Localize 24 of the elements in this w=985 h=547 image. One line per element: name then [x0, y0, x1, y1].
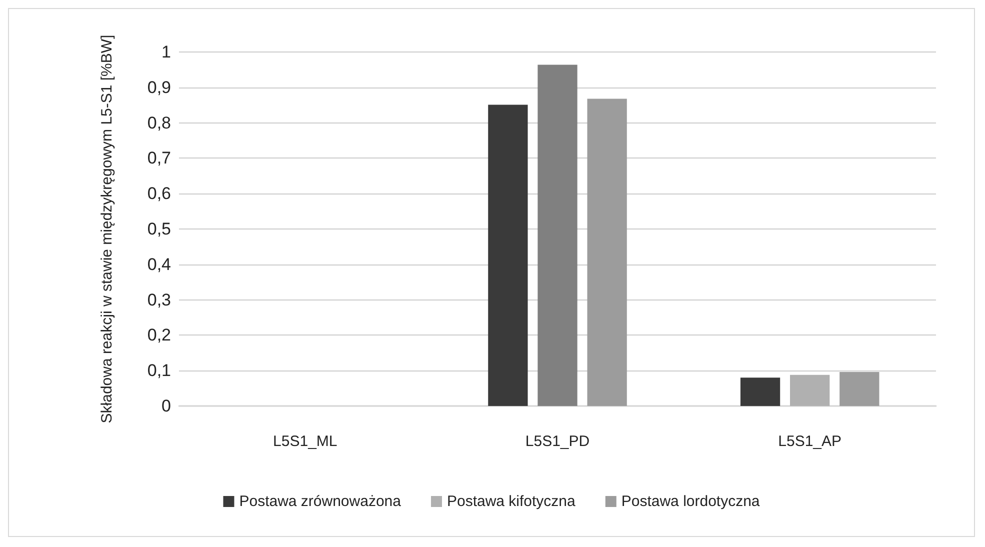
y-tick-label: 0,9 [147, 78, 171, 97]
bar [790, 374, 830, 406]
y-tick-label: 1 [162, 42, 171, 62]
bar [740, 378, 780, 406]
x-tick-label: L5S1_AP [778, 433, 842, 450]
bar [488, 104, 528, 406]
legend-label: Postawa zrównoważona [239, 493, 402, 510]
x-tick-label: L5S1_ML [273, 433, 338, 450]
y-tick-label: 0,8 [147, 113, 171, 132]
y-tick-label: 0 [162, 396, 171, 416]
y-tick-label: 0,5 [147, 220, 171, 238]
legend-label: Postawa lordotyczna [621, 493, 760, 510]
bar [840, 372, 880, 406]
y-tick-label: 0,6 [147, 184, 171, 204]
y-tick-label: 0,4 [147, 254, 171, 274]
y-tick-label: 0,1 [147, 361, 171, 380]
y-tick-label: 0,2 [147, 326, 171, 345]
y-axis-title: Składowa reakcji w stawie międzykręgowym L5-S1 [%BW] [98, 34, 116, 424]
legend-label: Postawa kifotyczna [446, 493, 576, 510]
y-tick-label: 0,7 [147, 148, 171, 168]
bar [538, 64, 578, 406]
y-tick-label: 0,3 [147, 290, 171, 310]
x-tick-label: L5S1_PD [525, 433, 590, 450]
bar [587, 98, 627, 406]
